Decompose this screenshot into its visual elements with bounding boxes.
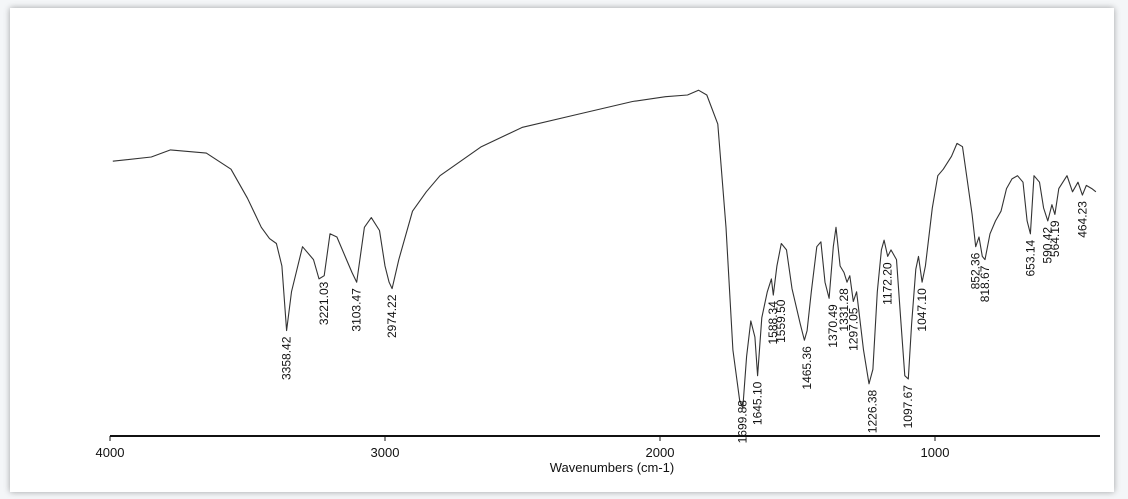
- x-axis-title: Wavenumbers (cm-1): [550, 460, 674, 475]
- peak-label: 564.19: [1048, 220, 1062, 257]
- peak-label: 852.36: [969, 252, 983, 289]
- peak-label: 3103.47: [350, 288, 364, 332]
- spectrum-scan: 4000 3000 2000 1000 3358.42 3221.03 3103.47 29…: [10, 8, 1114, 492]
- peak-label: 3358.42: [279, 336, 293, 380]
- peak-label: 3221.03: [317, 281, 331, 325]
- peak-label: 1699.88: [736, 400, 750, 444]
- peak-label: 1559.50: [774, 299, 788, 343]
- peak-label: 1588.34: [766, 301, 780, 345]
- peak-label: 2974.22: [385, 294, 399, 338]
- peak-label: 1226.38: [866, 389, 880, 433]
- peak-label: 1097.67: [901, 385, 915, 429]
- ir-spectrum-chart: 4000 3000 2000 1000 3358.42 3221.03 3103.47 29…: [96, 89, 1100, 475]
- peak-label: 1172.20: [881, 262, 895, 305]
- peak-label: 464.23: [1075, 201, 1089, 238]
- peak-label: 818.67: [978, 265, 992, 302]
- x-tick-label: 1000: [921, 445, 950, 460]
- spectrum-line: [112, 89, 1097, 409]
- peak-label: 1645.10: [751, 381, 765, 425]
- peak-label: 1331.28: [837, 288, 851, 332]
- peak-label: 590.42: [1041, 227, 1055, 264]
- peak-label: 1047.10: [915, 288, 929, 332]
- peak-label: 653.14: [1023, 239, 1037, 276]
- peak-label: 1465.36: [800, 346, 814, 390]
- x-tick-label: 4000: [96, 445, 125, 460]
- x-tick-label: 2000: [646, 445, 675, 460]
- peak-label: 1370.49: [826, 304, 840, 348]
- x-tick-label: 3000: [371, 445, 400, 460]
- peak-label: 1297.05: [846, 307, 860, 351]
